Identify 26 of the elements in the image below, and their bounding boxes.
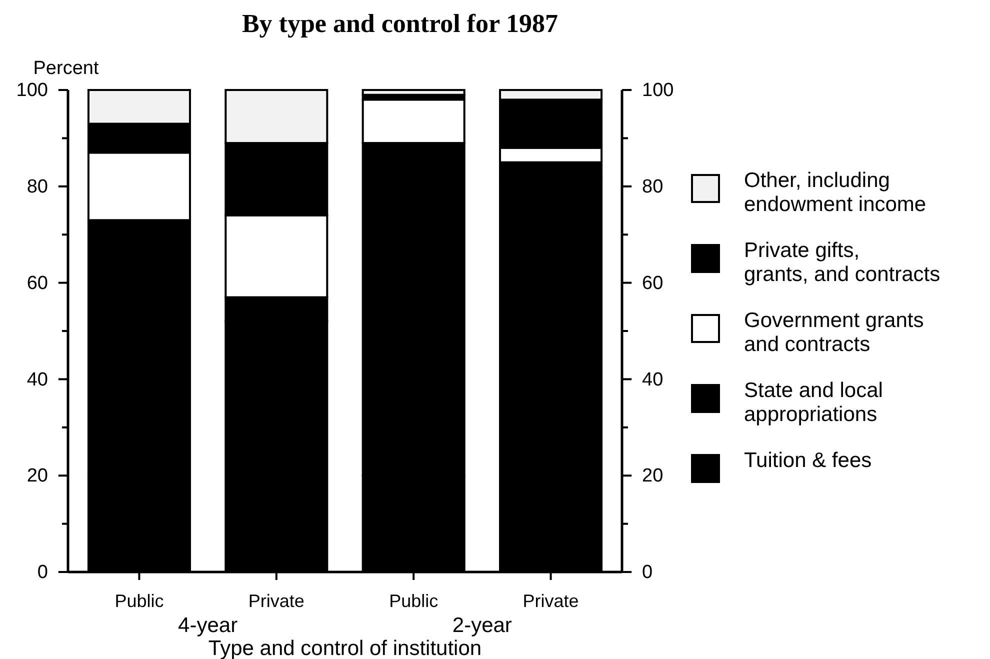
y2-tick-label: 20 [642, 466, 664, 487]
y-tick-label: 60 [26, 272, 48, 294]
legend-label: State and local appropriations [744, 379, 883, 426]
y-axis-title: Percent [33, 58, 100, 79]
legend-label: Tuition & fees [744, 449, 872, 472]
y2-tick-label: 0 [642, 562, 653, 584]
text: 2-year [452, 614, 512, 637]
y-tick-label: 0 [37, 562, 48, 584]
x-tick-label: Private [522, 591, 579, 611]
chart-title: By type and control for 1987 [242, 9, 558, 38]
y-tick-label: 100 [16, 80, 48, 102]
y-tick-label: 40 [26, 369, 48, 390]
legend-label: Other, including endowment income [744, 169, 926, 216]
x-axis-title: Type and control of institution [208, 637, 482, 659]
y-tick-label: 20 [26, 466, 48, 487]
y2-tick-label: 40 [642, 369, 664, 390]
x-tick-label: Private [248, 591, 304, 611]
legend-label: Government grants and contracts [744, 309, 924, 356]
y2-tick-label: 60 [642, 272, 664, 294]
legend-label: Private gifts, grants, and contracts [744, 239, 940, 286]
y2-tick-label: 100 [642, 80, 674, 102]
x-tick-label: Public [114, 591, 164, 611]
x-tick-label: Public [389, 591, 438, 611]
y-tick-label: 80 [26, 176, 48, 198]
y2-tick-label: 80 [642, 176, 664, 198]
text: 4-year [178, 614, 238, 637]
